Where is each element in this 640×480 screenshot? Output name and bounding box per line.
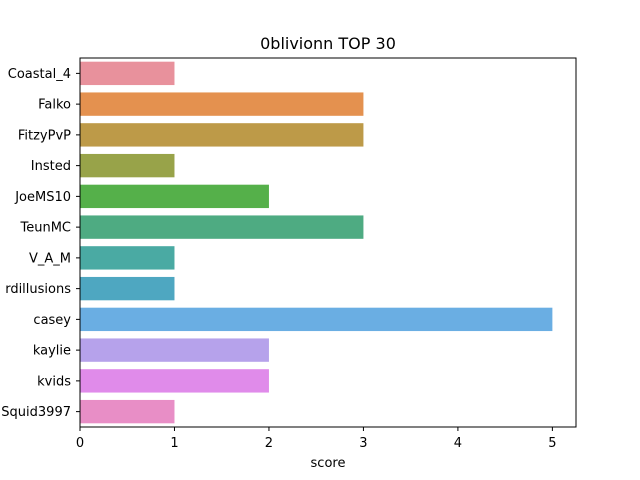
x-tick-label-5: 5 — [548, 436, 556, 451]
bar-1 — [80, 92, 364, 116]
y-tick-label-0: Coastal_4 — [8, 67, 71, 82]
bar-4 — [80, 184, 269, 209]
y-tick-label-2: FitzyPvP — [18, 128, 71, 143]
bars — [80, 61, 553, 424]
x-axis-label: score — [311, 456, 346, 471]
y-tick-label-7: rdillusions — [5, 282, 71, 297]
bar-11 — [80, 399, 175, 424]
y-tick-label-3: Insted — [31, 159, 71, 174]
bar-10 — [80, 369, 269, 393]
y-tick-label-10: kvids — [37, 374, 71, 389]
x-tick-label-2: 2 — [265, 436, 273, 451]
y-tick-label-6: V_A_M — [29, 251, 71, 266]
y-tick-label-4: JoeMS10 — [14, 190, 71, 205]
plot-frame — [79, 57, 577, 428]
y-tick-label-11: Squid3997 — [1, 405, 71, 420]
y-tick-label-8: casey — [33, 313, 71, 328]
x-ticks: 0 1 2 3 4 5 — [76, 427, 557, 451]
bar-6 — [80, 246, 175, 270]
bar-3 — [80, 153, 175, 178]
x-tick-label-1: 1 — [170, 436, 178, 451]
x-tick-label-4: 4 — [454, 436, 462, 451]
bar-5 — [80, 215, 364, 239]
y-tick-label-9: kaylie — [33, 344, 71, 359]
y-tick-label-5: TeunMC — [19, 221, 71, 236]
bar-0 — [80, 61, 175, 86]
x-tick-label-3: 3 — [359, 436, 367, 451]
x-tick-label-0: 0 — [76, 436, 84, 451]
y-tick-label-1: Falko — [38, 98, 71, 113]
bar-8 — [80, 307, 553, 332]
y-tick-labels: Coastal_4 Falko FitzyPvP Insted JoeMS10 TeunM… — [1, 67, 80, 420]
chart-title: 0bliviοnn TOP 30 — [260, 34, 396, 53]
bar-9 — [80, 338, 269, 362]
bar-2 — [80, 123, 364, 147]
bar-7 — [80, 276, 175, 301]
